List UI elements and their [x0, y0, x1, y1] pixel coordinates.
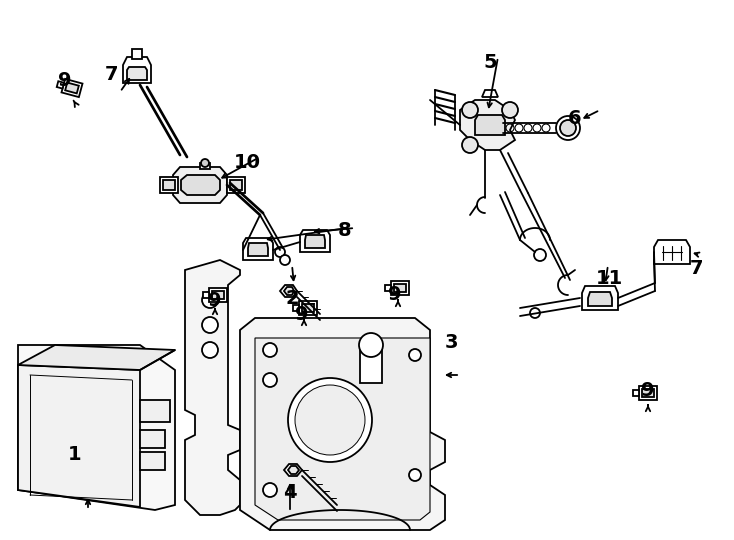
Polygon shape: [391, 281, 409, 295]
Polygon shape: [212, 291, 224, 299]
Circle shape: [560, 120, 576, 136]
Polygon shape: [582, 286, 618, 310]
Polygon shape: [300, 230, 330, 252]
Polygon shape: [173, 167, 227, 203]
Text: 7: 7: [690, 259, 703, 278]
Polygon shape: [639, 386, 657, 400]
Bar: [163, 180, 175, 190]
Bar: [227, 177, 245, 193]
Polygon shape: [633, 390, 639, 396]
Text: 5: 5: [483, 52, 497, 71]
Polygon shape: [203, 292, 209, 298]
Polygon shape: [293, 305, 299, 311]
Polygon shape: [475, 115, 505, 135]
Text: 2: 2: [286, 288, 299, 307]
Bar: [140, 452, 165, 470]
Polygon shape: [185, 260, 240, 515]
Text: 9: 9: [295, 306, 309, 325]
Circle shape: [462, 137, 478, 153]
Polygon shape: [243, 238, 273, 260]
Polygon shape: [127, 67, 147, 80]
Text: 1: 1: [68, 446, 81, 464]
Text: 9: 9: [58, 71, 72, 90]
Polygon shape: [248, 243, 268, 256]
Bar: [160, 177, 178, 193]
Polygon shape: [305, 235, 325, 248]
Circle shape: [263, 343, 277, 357]
Bar: [140, 400, 170, 422]
Circle shape: [530, 308, 540, 318]
Polygon shape: [209, 288, 227, 302]
Polygon shape: [280, 285, 297, 297]
Polygon shape: [482, 90, 498, 97]
Text: 4: 4: [283, 483, 297, 502]
Text: 9: 9: [208, 291, 222, 309]
Bar: [132, 49, 142, 59]
Text: 6: 6: [568, 109, 581, 127]
Polygon shape: [288, 466, 299, 474]
Polygon shape: [255, 338, 430, 520]
Circle shape: [409, 349, 421, 361]
Circle shape: [263, 483, 277, 497]
Polygon shape: [57, 81, 64, 89]
Circle shape: [409, 469, 421, 481]
Bar: [200, 163, 210, 169]
Polygon shape: [181, 175, 220, 195]
Text: 9: 9: [388, 286, 401, 305]
Circle shape: [359, 333, 383, 357]
Circle shape: [263, 373, 277, 387]
Polygon shape: [654, 240, 690, 264]
Polygon shape: [284, 287, 294, 295]
Text: 7: 7: [105, 65, 119, 84]
Circle shape: [202, 292, 218, 308]
Polygon shape: [385, 285, 391, 291]
Bar: [230, 180, 242, 190]
Circle shape: [288, 378, 372, 462]
Circle shape: [502, 102, 518, 118]
Polygon shape: [18, 345, 175, 370]
Polygon shape: [240, 318, 445, 530]
Circle shape: [201, 159, 209, 167]
Polygon shape: [588, 292, 612, 306]
Polygon shape: [460, 100, 515, 150]
Polygon shape: [284, 464, 302, 476]
Circle shape: [295, 385, 365, 455]
Bar: [360, 345, 382, 383]
Circle shape: [280, 255, 290, 265]
Text: 3: 3: [445, 333, 459, 352]
Polygon shape: [302, 304, 314, 312]
Polygon shape: [123, 57, 151, 83]
Polygon shape: [394, 284, 406, 292]
Circle shape: [534, 249, 546, 261]
Text: 11: 11: [596, 268, 623, 287]
Circle shape: [462, 102, 478, 118]
Text: 9: 9: [642, 381, 655, 400]
Polygon shape: [299, 301, 317, 315]
Bar: [140, 430, 165, 448]
Polygon shape: [65, 83, 79, 93]
Circle shape: [556, 116, 580, 140]
Polygon shape: [18, 365, 140, 507]
Text: 10: 10: [234, 153, 261, 172]
Circle shape: [202, 342, 218, 358]
Polygon shape: [642, 389, 654, 397]
Polygon shape: [62, 79, 82, 97]
Text: 8: 8: [338, 220, 352, 240]
Polygon shape: [18, 345, 175, 510]
Circle shape: [275, 247, 285, 257]
Circle shape: [202, 317, 218, 333]
